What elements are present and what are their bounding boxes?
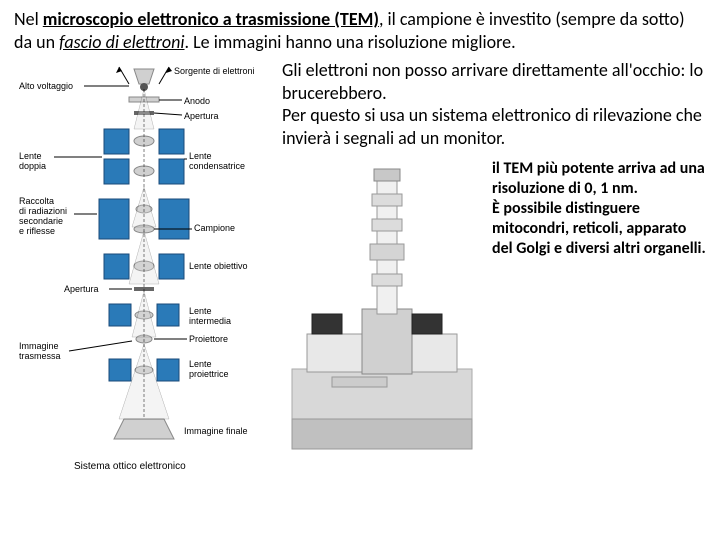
desc2-line1: il TEM più potente arriva ad una risoluz…	[492, 159, 705, 198]
intro-term: microscopio elettronico a trasmissione (…	[43, 8, 379, 30]
label-lente-int: Lenteintermedia	[189, 306, 231, 326]
label-sistema: Sistema ottico elettronico	[74, 461, 186, 472]
content-row: Alto voltaggio Sorgente di elettroni Ano…	[14, 59, 706, 494]
diagram-column: Alto voltaggio Sorgente di elettroni Ano…	[14, 59, 274, 494]
label-campione: Campione	[194, 223, 235, 233]
label-lente-ob: Lente obiettivo	[189, 261, 248, 271]
right-column: Gli elettroni non posso arrivare diretta…	[282, 59, 706, 494]
label-alto-voltaggio: Alto voltaggio	[19, 81, 73, 91]
desc1-line1: Gli elettroni non posso arrivare diretta…	[282, 59, 703, 104]
label-sorgente: Sorgente di elettroni	[174, 66, 255, 76]
label-proiettore: Proiettore	[189, 334, 228, 344]
label-lente-cond: Lentecondensatrice	[189, 151, 245, 171]
label-lente-doppia: Lentedoppia	[19, 151, 46, 171]
tem-photo	[282, 159, 482, 464]
intro-rest2: . Le immagini hanno una risoluzione migl…	[185, 31, 516, 53]
intro-paragraph: Nel microscopio elettronico a trasmissio…	[14, 8, 706, 53]
label-raccolta: Raccoltadi radiazionisecondariee rifless…	[19, 196, 67, 236]
label-imm-trasm: Immaginetrasmessa	[19, 341, 61, 361]
intro-prefix: Nel	[14, 8, 43, 30]
desc2-line2: È possibile distinguere mitocondri, reti…	[492, 199, 706, 258]
label-lente-pro: Lenteproiettrice	[189, 359, 229, 379]
label-apertura: Apertura	[184, 111, 219, 121]
label-anodo: Anodo	[184, 96, 210, 106]
description-2: il TEM più potente arriva ad una risoluz…	[492, 159, 706, 464]
desc1-line2: Per questo si usa un sistema elettronico…	[282, 104, 702, 149]
tem-schematic-diagram: Alto voltaggio Sorgente di elettroni Ano…	[14, 59, 274, 489]
label-apertura2: Apertura	[64, 284, 99, 294]
bottom-row: il TEM più potente arriva ad una risoluz…	[282, 159, 706, 464]
intro-italic: fascio di elettroni	[59, 31, 184, 53]
label-imm-finale: Immagine finale	[184, 426, 248, 436]
description-1: Gli elettroni non posso arrivare diretta…	[282, 59, 706, 149]
